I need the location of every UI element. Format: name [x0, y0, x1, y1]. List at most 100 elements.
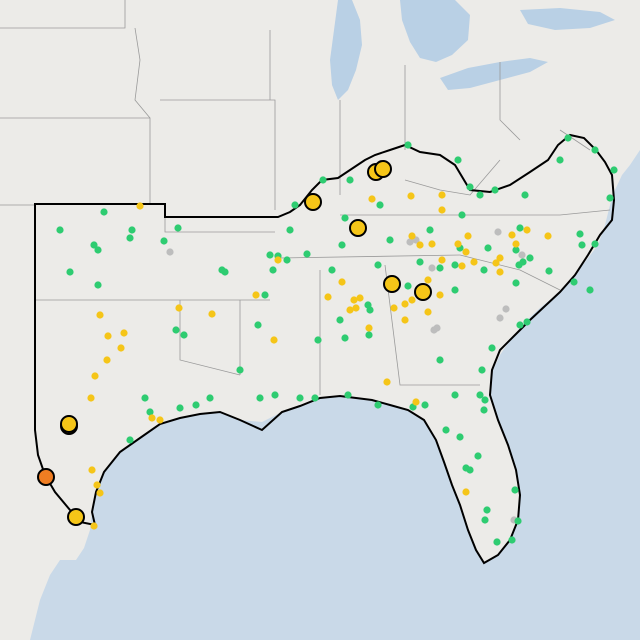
map-marker-yellow[interactable]: [438, 206, 446, 214]
map-marker-yellow[interactable]: [544, 232, 552, 240]
map-marker-green[interactable]: [180, 331, 188, 339]
map-marker-yellow[interactable]: [496, 268, 504, 276]
map-marker-gray[interactable]: [433, 324, 441, 332]
map-marker-large-orange[interactable]: [37, 468, 55, 486]
map-marker-green[interactable]: [511, 486, 519, 494]
map-marker-green[interactable]: [466, 183, 474, 191]
map-marker-green[interactable]: [451, 391, 459, 399]
map-marker-green[interactable]: [480, 406, 488, 414]
map-marker-green[interactable]: [364, 301, 372, 309]
map-marker-yellow[interactable]: [462, 248, 470, 256]
map-marker-yellow[interactable]: [350, 296, 358, 304]
map-marker-green[interactable]: [451, 286, 459, 294]
map-marker-gray[interactable]: [502, 305, 510, 313]
map-marker-green[interactable]: [451, 261, 459, 269]
map-marker-yellow[interactable]: [416, 241, 424, 249]
map-marker-yellow[interactable]: [512, 240, 520, 248]
map-marker-yellow[interactable]: [407, 192, 415, 200]
map-marker-green[interactable]: [311, 394, 319, 402]
map-marker-yellow[interactable]: [383, 378, 391, 386]
map-marker-large-yellow[interactable]: [60, 415, 78, 433]
map-marker-yellow[interactable]: [424, 308, 432, 316]
map-marker-yellow[interactable]: [436, 291, 444, 299]
map-marker-green[interactable]: [610, 166, 618, 174]
map-marker-green[interactable]: [344, 391, 352, 399]
map-marker-yellow[interactable]: [96, 489, 104, 497]
map-marker-yellow[interactable]: [368, 195, 376, 203]
map-marker-yellow[interactable]: [117, 344, 125, 352]
map-marker-gray[interactable]: [428, 264, 436, 272]
map-marker-green[interactable]: [66, 268, 74, 276]
map-marker-green[interactable]: [269, 266, 277, 274]
map-marker-green[interactable]: [488, 344, 496, 352]
map-marker-green[interactable]: [254, 321, 262, 329]
map-marker-yellow[interactable]: [523, 226, 531, 234]
map-marker-green[interactable]: [586, 286, 594, 294]
map-marker-green[interactable]: [516, 321, 524, 329]
map-marker-yellow[interactable]: [274, 256, 282, 264]
map-marker-yellow[interactable]: [470, 258, 478, 266]
map-marker-green[interactable]: [374, 401, 382, 409]
map-marker-green[interactable]: [56, 226, 64, 234]
map-marker-green[interactable]: [556, 156, 564, 164]
map-marker-yellow[interactable]: [252, 291, 260, 299]
map-marker-yellow[interactable]: [175, 304, 183, 312]
map-marker-green[interactable]: [174, 224, 182, 232]
map-marker-gray[interactable]: [494, 228, 502, 236]
map-marker-green[interactable]: [483, 506, 491, 514]
map-marker-yellow[interactable]: [338, 278, 346, 286]
map-marker-green[interactable]: [319, 176, 327, 184]
map-marker-gray[interactable]: [496, 314, 504, 322]
map-marker-green[interactable]: [328, 266, 336, 274]
map-marker-green[interactable]: [545, 267, 553, 275]
map-marker-yellow[interactable]: [96, 311, 104, 319]
map-marker-green[interactable]: [303, 250, 311, 258]
map-marker-yellow[interactable]: [492, 259, 500, 267]
map-marker-yellow[interactable]: [458, 262, 466, 270]
map-marker-green[interactable]: [493, 538, 501, 546]
map-marker-yellow[interactable]: [270, 336, 278, 344]
map-marker-yellow[interactable]: [120, 329, 128, 337]
map-marker-green[interactable]: [141, 394, 149, 402]
map-marker-green[interactable]: [426, 226, 434, 234]
map-marker-gray[interactable]: [406, 238, 414, 246]
map-marker-yellow[interactable]: [352, 304, 360, 312]
map-marker-green[interactable]: [421, 401, 429, 409]
map-marker-green[interactable]: [436, 264, 444, 272]
map-marker-green[interactable]: [514, 517, 522, 525]
map-marker-green[interactable]: [126, 234, 134, 242]
map-marker-green[interactable]: [338, 241, 346, 249]
map-marker-yellow[interactable]: [103, 356, 111, 364]
map-marker-green[interactable]: [94, 246, 102, 254]
map-marker-yellow[interactable]: [508, 231, 516, 239]
map-marker-yellow[interactable]: [208, 310, 216, 318]
map-marker-green[interactable]: [512, 246, 520, 254]
map-marker-green[interactable]: [336, 316, 344, 324]
map-marker-green[interactable]: [606, 194, 614, 202]
map-marker-green[interactable]: [476, 391, 484, 399]
map-marker-green[interactable]: [126, 436, 134, 444]
map-marker-green[interactable]: [291, 201, 299, 209]
map-marker-large-yellow[interactable]: [383, 275, 401, 293]
map-marker-yellow[interactable]: [408, 232, 416, 240]
map-marker-large-yellow[interactable]: [304, 193, 322, 211]
map-marker-yellow[interactable]: [438, 191, 446, 199]
map-marker-green[interactable]: [523, 318, 531, 326]
map-marker-green[interactable]: [516, 224, 524, 232]
map-marker-green[interactable]: [146, 408, 154, 416]
map-marker-green[interactable]: [346, 176, 354, 184]
map-marker-green[interactable]: [480, 266, 488, 274]
map-marker-green[interactable]: [591, 240, 599, 248]
map-marker-green[interactable]: [206, 394, 214, 402]
map-marker-green[interactable]: [221, 268, 229, 276]
map-marker-yellow[interactable]: [408, 296, 416, 304]
map-marker-yellow[interactable]: [90, 522, 98, 530]
map-marker-yellow[interactable]: [401, 316, 409, 324]
map-marker-yellow[interactable]: [462, 488, 470, 496]
map-marker-green[interactable]: [296, 394, 304, 402]
map-marker-green[interactable]: [484, 244, 492, 252]
map-marker-green[interactable]: [591, 146, 599, 154]
map-marker-green[interactable]: [416, 258, 424, 266]
map-marker-green[interactable]: [314, 336, 322, 344]
